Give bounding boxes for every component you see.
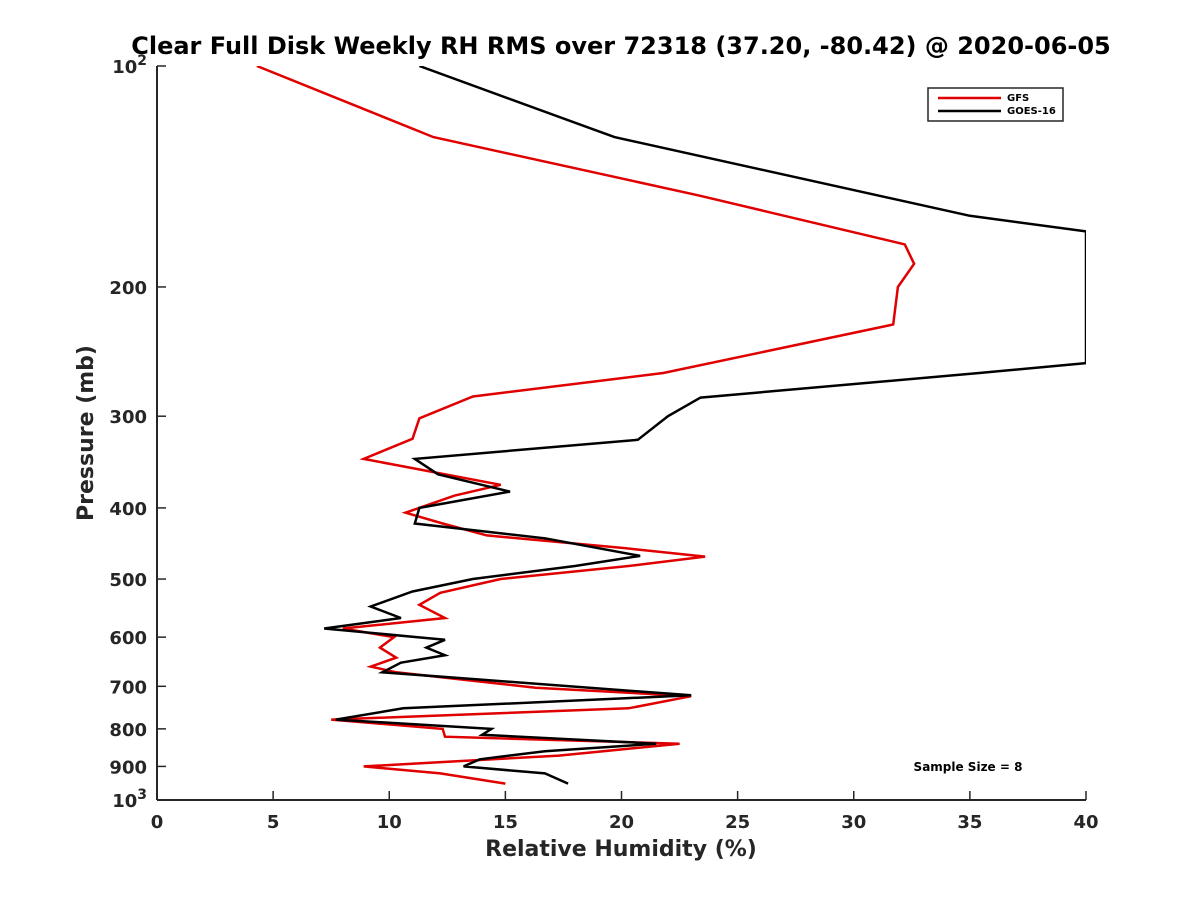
y-tick-label: 103 bbox=[112, 787, 147, 812]
y-tick-label: 700 bbox=[109, 677, 147, 698]
legend: GFS GOES-16 bbox=[927, 87, 1064, 122]
y-ticks: 102 200 300 400 500 600 700 800 900 103 bbox=[109, 53, 166, 812]
x-axis-label: Relative Humidity (%) bbox=[485, 837, 757, 862]
x-tick-label: 15 bbox=[493, 812, 518, 833]
x-tick-label: 30 bbox=[841, 812, 866, 833]
y-tick-label: 800 bbox=[109, 720, 147, 741]
y-tick-label: 500 bbox=[109, 570, 147, 591]
x-tick-label: 35 bbox=[957, 812, 982, 833]
series-layer bbox=[256, 66, 1086, 785]
x-ticks: 0 5 10 15 20 25 30 35 40 bbox=[151, 791, 1099, 833]
y-axis-label: Pressure (mb) bbox=[74, 345, 99, 521]
x-tick-label: 5 bbox=[267, 812, 280, 833]
x-tick-label: 20 bbox=[609, 812, 634, 833]
y-tick-label: 900 bbox=[109, 757, 147, 778]
chart-title: Clear Full Disk Weekly RH RMS over 72318… bbox=[131, 32, 1111, 60]
y-tick-label: 600 bbox=[109, 628, 147, 649]
series-line-goes16 bbox=[324, 66, 1086, 785]
sample-size-annotation: Sample Size = 8 bbox=[914, 760, 1023, 774]
x-tick-label: 0 bbox=[151, 812, 164, 833]
y-tick-label: 200 bbox=[109, 278, 147, 299]
legend-box bbox=[927, 87, 1064, 122]
y-tick-label: 300 bbox=[109, 407, 147, 428]
x-tick-label: 40 bbox=[1073, 812, 1098, 833]
legend-label-gfs: GFS bbox=[1007, 93, 1029, 104]
y-tick-label: 400 bbox=[109, 499, 147, 520]
x-tick-label: 25 bbox=[725, 812, 750, 833]
plot-area bbox=[256, 66, 1086, 785]
y-tick-label: 102 bbox=[112, 53, 147, 78]
legend-label-goes16: GOES-16 bbox=[1007, 106, 1056, 117]
x-tick-label: 10 bbox=[377, 812, 402, 833]
